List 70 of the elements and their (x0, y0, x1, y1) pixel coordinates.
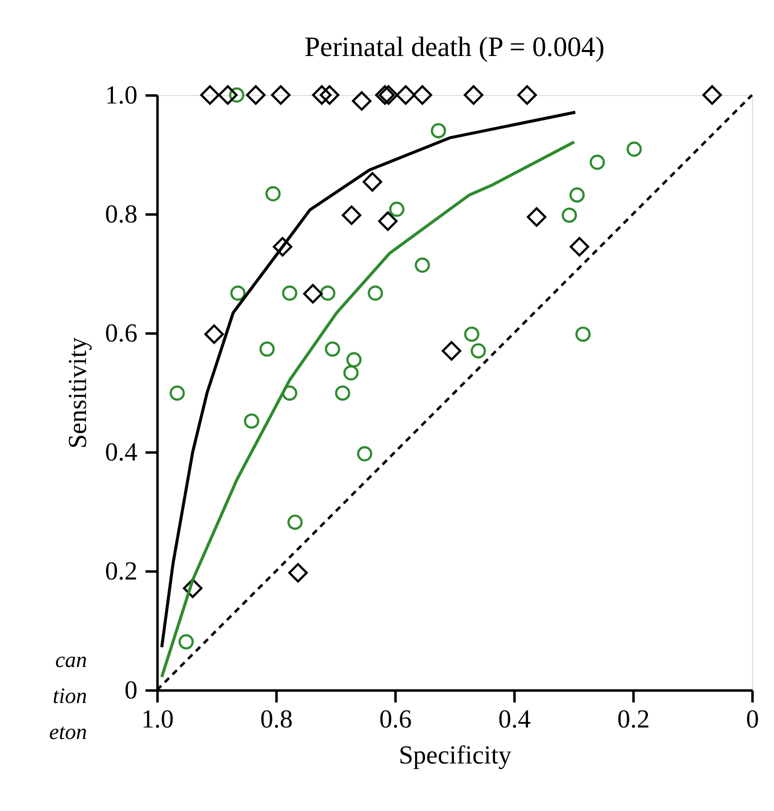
point (324, 341, 340, 357)
point (570, 236, 590, 256)
text: eton (49, 719, 87, 744)
point (375, 85, 395, 105)
x-tick-label: 0.2 (617, 704, 650, 734)
chart-title: Perinatal death (P = 0.004) (304, 32, 605, 63)
point (271, 85, 291, 105)
point (430, 123, 446, 138)
point (412, 85, 432, 105)
point (352, 91, 372, 111)
point (320, 286, 336, 301)
point (272, 236, 292, 256)
point (282, 385, 298, 401)
y-tick-label: 0.8 (105, 200, 138, 228)
point (575, 326, 591, 342)
point (229, 87, 244, 103)
point (182, 578, 202, 598)
point (342, 205, 362, 225)
point (464, 85, 484, 105)
point (526, 207, 546, 227)
x-tick-label: 0.4 (498, 704, 531, 734)
point (320, 85, 340, 105)
point (346, 352, 362, 368)
point (442, 341, 462, 361)
y-axis-title: Sensitivity (63, 337, 92, 449)
point (378, 211, 398, 231)
point (343, 365, 359, 380)
text: can (55, 647, 87, 672)
y-tick-label: 0.4 (105, 438, 138, 466)
point (230, 286, 246, 301)
point (170, 385, 185, 401)
x-tick-label: 0 (746, 704, 759, 734)
point (282, 286, 298, 301)
y-tick-label: 0 (124, 676, 138, 704)
point (357, 446, 372, 462)
point (246, 85, 266, 105)
point (368, 286, 383, 301)
point (218, 85, 238, 105)
point (590, 154, 605, 170)
text: tion (52, 683, 87, 708)
point (312, 85, 332, 105)
x-tick-label: 0.6 (379, 704, 412, 734)
point (464, 326, 480, 342)
point (288, 563, 308, 583)
point (287, 514, 303, 530)
point (362, 172, 382, 192)
point (414, 258, 430, 273)
x-tick-label: 0.8 (260, 704, 293, 734)
point (265, 186, 281, 202)
y-tick-label: 0.6 (105, 318, 138, 348)
point (569, 187, 585, 203)
point (200, 85, 220, 105)
point (517, 85, 537, 105)
y-tick-label: 0.2 (105, 556, 138, 586)
x-axis-title: Specificity (398, 740, 512, 770)
point (396, 85, 416, 105)
x-tick-label: 1.0 (141, 704, 174, 734)
point (562, 208, 577, 223)
point (702, 85, 722, 105)
point (204, 324, 224, 344)
point (335, 385, 350, 401)
point (470, 343, 486, 358)
point (378, 85, 398, 105)
point (259, 341, 275, 357)
y-tick-label: 1.0 (105, 80, 138, 110)
point (389, 202, 404, 217)
point (178, 634, 194, 650)
point (626, 142, 642, 157)
point (244, 413, 260, 429)
point (303, 284, 323, 304)
